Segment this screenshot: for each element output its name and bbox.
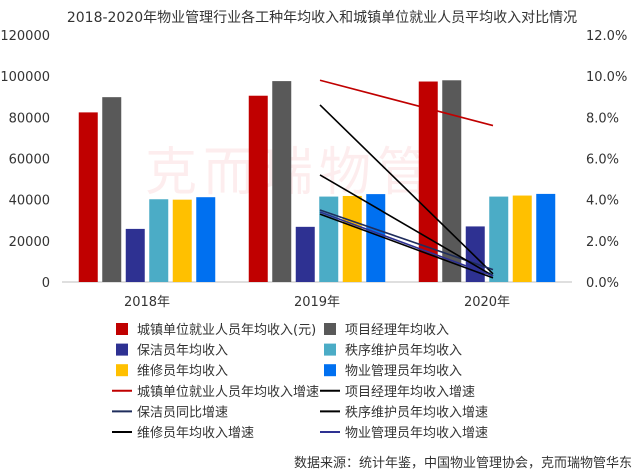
bar-2-2020年 (442, 80, 462, 283)
legend-label: 维修员年均收入 (137, 364, 228, 379)
category-label: 2018年 (124, 295, 170, 310)
legend-label: 维修员年均收入增速 (137, 426, 254, 441)
bar-6-2020年 (536, 193, 556, 282)
bar-1-2019年 (248, 95, 268, 283)
legend-label: 城镇单位就业人员年均收入增速 (137, 385, 319, 400)
left-tick-label: 100000 (0, 70, 50, 85)
left-tick-label: 20000 (9, 235, 50, 250)
legend-item: 城镇单位就业人员年均收入(元) (116, 323, 316, 338)
bar-5-2020年 (512, 195, 532, 282)
bar-4-2020年 (489, 196, 509, 282)
bar-series (78, 80, 556, 283)
legend-label: 项目经理年均收入增速 (345, 385, 475, 400)
legend-label: 保洁员年均收入 (137, 344, 228, 359)
legend-item: 城镇单位就业人员年均收入增速 (112, 385, 319, 400)
legend-swatch (324, 323, 336, 335)
growth-line-5 (319, 174, 494, 277)
left-tick-label: 40000 (9, 194, 50, 209)
bar-3-2018年 (125, 228, 145, 282)
legend-swatch (324, 343, 336, 356)
right-tick-label: 10.0% (586, 70, 627, 85)
bar-1-2018年 (78, 112, 98, 282)
legend-item: 项目经理年均收入 (324, 323, 449, 338)
growth-lines (319, 79, 494, 279)
legend-item: 项目经理年均收入增速 (320, 385, 475, 400)
right-tick-label: 2.0% (586, 235, 619, 250)
bar-6-2019年 (366, 194, 386, 282)
legend-label: 物业管理员年均收入 (345, 364, 462, 379)
left-tick-label: 80000 (9, 111, 50, 126)
legend-label: 项目经理年均收入 (345, 323, 449, 338)
category-label: 2020年 (464, 295, 510, 310)
legend-swatch (116, 343, 128, 356)
legend-item: 物业管理员年均收入 (324, 364, 462, 379)
growth-line-1 (319, 79, 494, 127)
legend-label: 城镇单位就业人员年均收入(元) (137, 323, 316, 338)
legend-swatch (324, 364, 336, 377)
growth-line-6 (319, 211, 494, 277)
right-tick-label: 0.0% (586, 276, 619, 291)
legend-label: 秩序维护员年均收入增速 (345, 405, 488, 420)
bar-5-2018年 (172, 199, 192, 282)
legend-item: 物业管理员年均收入增速 (320, 426, 488, 441)
right-tick-label: 12.0% (586, 29, 627, 44)
category-axis: 2018年 2019年 2020年 (124, 295, 510, 310)
right-tick-label: 4.0% (586, 194, 619, 209)
bar-1-2020年 (418, 81, 438, 282)
legend-label: 保洁员同比增速 (137, 405, 228, 420)
chart-title: 2018-2020年物业管理行业各工种年均收入和城镇单位就业人员平均收入对比情况 (67, 10, 577, 26)
bar-2-2018年 (102, 97, 122, 282)
right-tick-label: 6.0% (586, 153, 619, 168)
right-tick-label: 8.0% (586, 111, 619, 126)
legend-label: 秩序维护员年均收入 (345, 344, 462, 359)
bar-5-2019年 (342, 195, 362, 282)
left-tick-label: 60000 (9, 153, 50, 168)
left-tick-label: 0 (42, 276, 50, 291)
legend-label: 物业管理员年均收入增速 (345, 426, 488, 441)
legend-item: 保洁员同比增速 (112, 405, 228, 420)
legend-swatch (116, 323, 128, 335)
left-axis: 0 20000 40000 60000 80000 100000 120000 (0, 29, 50, 291)
growth-line-2 (319, 104, 494, 275)
right-axis: 0.0% 2.0% 4.0% 6.0% 8.0% 10.0% 12.0% (586, 29, 627, 291)
legend-swatch (116, 364, 128, 377)
legend-item: 维修员年均收入 (116, 364, 228, 379)
category-label: 2019年 (294, 295, 340, 310)
bar-4-2019年 (319, 196, 339, 282)
legend-item: 保洁员年均收入 (116, 343, 228, 359)
legend-item: 维修员年均收入增速 (112, 426, 254, 441)
legend-item: 秩序维护员年均收入 (324, 343, 462, 359)
bar-4-2018年 (149, 199, 169, 282)
bar-2-2019年 (272, 81, 292, 283)
growth-line-4 (319, 213, 494, 279)
bar-3-2019年 (295, 226, 315, 282)
left-tick-label: 120000 (0, 29, 50, 44)
legend-item: 秩序维护员年均收入增速 (320, 405, 488, 420)
bar-6-2018年 (196, 197, 216, 282)
source-note: 数据来源：统计年鉴，中国物业管理协会，克而瑞物管华东 (294, 456, 632, 471)
